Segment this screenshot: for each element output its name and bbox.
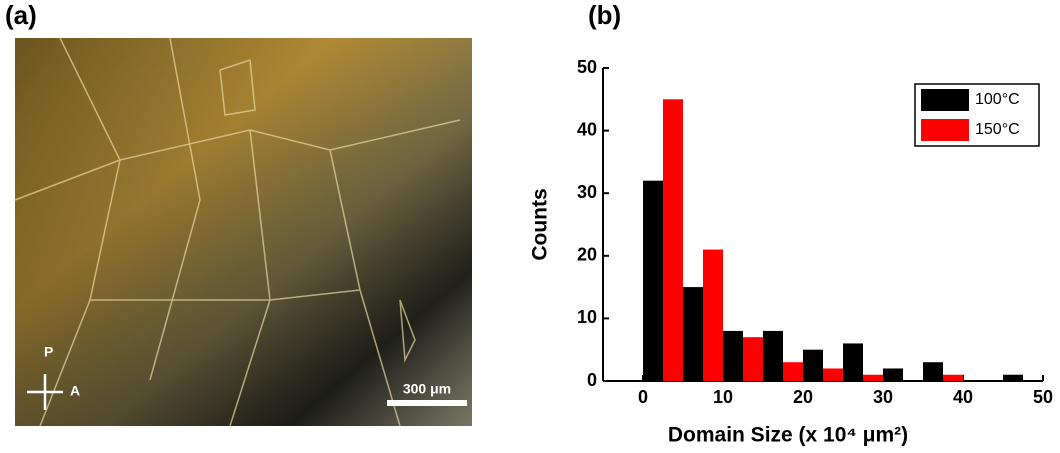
bar xyxy=(783,362,803,381)
legend-label: 150°C xyxy=(975,121,1020,138)
y-axis-label: Counts xyxy=(529,188,552,260)
polarizer-label: P xyxy=(44,344,53,360)
x-tick-label: 40 xyxy=(953,387,973,407)
panel-label: (a) xyxy=(5,0,37,30)
x-axis-label: Domain Size (x 10⁴ μm²) xyxy=(668,424,908,447)
bar xyxy=(683,287,703,381)
legend-label: 100°C xyxy=(975,91,1020,108)
y-tick-label: 10 xyxy=(577,307,597,327)
y-tick-label: 50 xyxy=(577,57,597,77)
x-tick-label: 20 xyxy=(793,387,813,407)
bar xyxy=(743,337,763,381)
bar xyxy=(923,362,943,381)
bar xyxy=(1003,374,1023,381)
polarizer-cross xyxy=(27,374,63,410)
scale-bar-label: 300 μm xyxy=(403,381,451,397)
y-tick-label: 0 xyxy=(587,370,597,390)
bar xyxy=(883,368,903,381)
x-tick-label: 50 xyxy=(1033,387,1053,407)
bar xyxy=(863,374,883,381)
panel-label: (b) xyxy=(588,0,621,30)
bar xyxy=(763,330,783,381)
bar xyxy=(843,343,863,381)
legend-swatch xyxy=(921,89,969,111)
legend-swatch xyxy=(921,119,969,141)
y-tick-label: 40 xyxy=(577,119,597,139)
domain-walls xyxy=(14,37,461,427)
bar xyxy=(663,99,683,382)
x-tick-label: 30 xyxy=(873,387,893,407)
bar xyxy=(803,349,823,381)
x-tick-label: 0 xyxy=(638,387,648,407)
bar xyxy=(723,330,743,381)
bar xyxy=(703,249,723,381)
bar xyxy=(943,374,963,381)
analyzer-label: A xyxy=(70,383,80,399)
x-tick-label: 10 xyxy=(713,387,733,407)
histogram: 0 10 20 30 40 50 0 10 20 30 40 50 Domain Size (x 10⁴… xyxy=(529,57,1053,447)
y-tick-label: 30 xyxy=(577,182,597,202)
micrograph: P A 300 μm xyxy=(14,37,472,427)
bar xyxy=(823,368,843,381)
image-shade xyxy=(15,38,472,426)
bar xyxy=(643,180,663,381)
y-tick-label: 20 xyxy=(577,245,597,265)
